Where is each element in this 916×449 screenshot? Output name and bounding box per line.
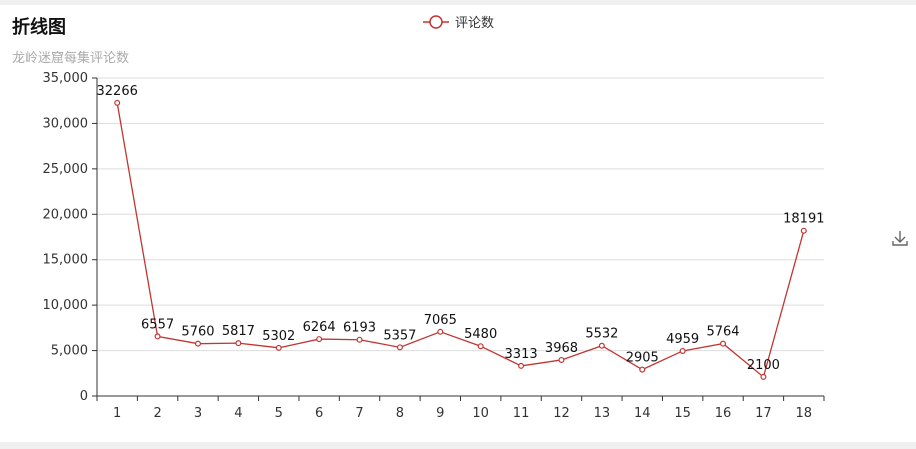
data-point [679, 347, 686, 354]
x-tick-label: 9 [436, 406, 444, 421]
x-tick-label: 6 [315, 406, 323, 421]
data-point [194, 340, 201, 347]
y-tick-label: 30,000 [43, 116, 89, 131]
line-chart: 0 5,000 10,000 15,000 20,000 25,000 30,000 35,0… [43, 15, 910, 421]
data-label: 5532 [585, 327, 618, 342]
x-tick-label: 2 [153, 406, 161, 421]
series-line-评论数 [116, 102, 805, 379]
data-labels: 32266 6557 5760 5817 5302 6264 6193 5357 7065 548… [97, 84, 825, 373]
x-tick-label: 16 [715, 406, 732, 421]
data-label: 2905 [626, 351, 659, 366]
data-label: 18191 [783, 212, 824, 227]
data-label: 32266 [97, 84, 138, 99]
data-point [598, 342, 605, 349]
x-tick-label: 8 [396, 406, 404, 421]
data-label: 5302 [262, 329, 295, 344]
download-icon [892, 231, 908, 246]
data-point [396, 344, 403, 351]
x-tick-label: 14 [634, 406, 651, 421]
data-point [356, 336, 363, 343]
data-point [477, 343, 484, 350]
axes: 0 5,000 10,000 15,000 20,000 25,000 30,000 35,0… [43, 71, 825, 421]
data-point [114, 99, 121, 106]
data-point [558, 356, 565, 363]
data-point [639, 366, 646, 373]
y-tick-label: 20,000 [43, 207, 89, 222]
x-tick-label: 4 [234, 406, 242, 421]
data-point [800, 227, 807, 234]
data-label: 6193 [343, 321, 376, 336]
data-label: 6557 [141, 317, 174, 332]
data-point [518, 362, 525, 369]
x-tick-label: 7 [355, 406, 363, 421]
data-point [437, 328, 444, 335]
chart-title: 折线图 [12, 17, 66, 38]
data-point [275, 344, 282, 351]
series-layer [114, 99, 807, 380]
data-label: 4959 [666, 332, 699, 347]
data-point [316, 336, 323, 343]
y-tick-label: 5,000 [51, 344, 88, 359]
x-tick-label: 5 [275, 406, 283, 421]
chart-panel: 折线图 龙岭迷窟每集评论数 0 5,000 10,000 15,000 20,000 25… [0, 5, 916, 442]
x-tick-label: 3 [194, 406, 202, 421]
data-label: 5760 [181, 325, 214, 340]
chart-subtitle: 龙岭迷窟每集评论数 [12, 51, 130, 66]
x-tick-label: 15 [674, 406, 691, 421]
legend-item-评论数[interactable]: 评论数 [423, 15, 494, 31]
x-tick-label: 13 [594, 406, 611, 421]
y-tick-label: 35,000 [43, 71, 89, 86]
data-point [235, 340, 242, 347]
data-point [154, 333, 161, 340]
data-label: 3968 [545, 341, 578, 356]
data-label: 3313 [505, 347, 538, 362]
data-label: 2100 [747, 358, 780, 373]
legend-label: 评论数 [455, 16, 494, 31]
data-label: 5357 [383, 328, 416, 343]
data-label: 5764 [706, 325, 739, 340]
x-tick-label: 10 [472, 406, 489, 421]
grid-lines [97, 77, 824, 352]
y-tick-label: 15,000 [43, 253, 89, 268]
x-tick-label: 17 [755, 406, 772, 421]
data-point [720, 340, 727, 347]
data-point [760, 373, 767, 380]
download-button[interactable] [890, 228, 910, 248]
legend-marker-icon [429, 15, 443, 29]
x-tick-label: 12 [553, 406, 570, 421]
y-tick-label: 25,000 [43, 162, 89, 177]
data-label: 6264 [303, 320, 336, 335]
data-label: 7065 [424, 313, 457, 328]
data-label: 5480 [464, 327, 497, 342]
x-tick-label: 18 [796, 406, 813, 421]
y-tick-label: 0 [80, 389, 88, 404]
x-tick-label: 11 [513, 406, 530, 421]
x-tick-label: 1 [113, 406, 121, 421]
y-tick-label: 10,000 [43, 298, 89, 313]
data-label: 5817 [222, 324, 255, 339]
